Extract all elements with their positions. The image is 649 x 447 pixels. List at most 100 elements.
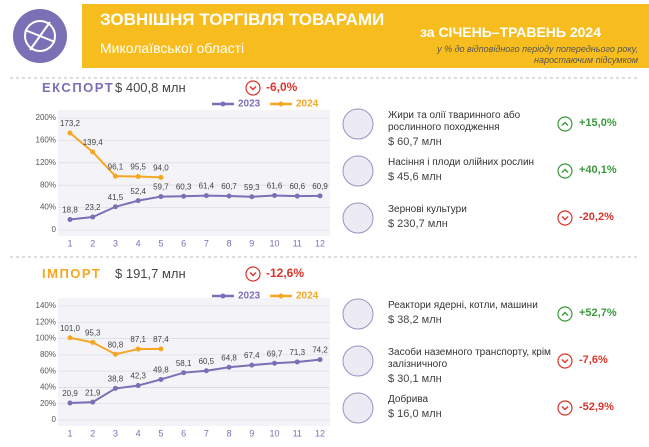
point bbox=[317, 193, 323, 199]
item-icon bbox=[342, 108, 374, 140]
point bbox=[135, 174, 141, 180]
trend-arrow bbox=[561, 121, 569, 126]
plot-bg bbox=[58, 110, 330, 236]
legend-dot bbox=[220, 293, 226, 299]
point bbox=[158, 194, 164, 200]
item-icon bbox=[342, 392, 374, 424]
value-label: 60,5 bbox=[199, 357, 215, 366]
item-name: Реактори ядерні, котли, машини bbox=[388, 300, 538, 311]
value-label: 96,1 bbox=[108, 162, 124, 171]
item-change: -20,2% bbox=[579, 211, 614, 223]
value-label: 41,5 bbox=[108, 193, 124, 202]
trend-arrow bbox=[561, 311, 569, 316]
trend-arrow bbox=[561, 216, 569, 221]
x-tick-label: 12 bbox=[315, 238, 325, 248]
trend-arrow bbox=[561, 168, 569, 173]
point bbox=[226, 364, 232, 370]
point bbox=[181, 193, 187, 199]
x-tick-label: 1 bbox=[67, 428, 72, 438]
x-tick-label: 4 bbox=[136, 428, 141, 438]
trend-icon bbox=[557, 116, 573, 132]
value-label: 49,8 bbox=[153, 366, 169, 375]
y-tick-label: 20% bbox=[40, 399, 56, 408]
trend-icon bbox=[557, 353, 573, 369]
value-label: 94,0 bbox=[153, 163, 169, 172]
item-change: -7,6% bbox=[579, 354, 608, 366]
point bbox=[249, 362, 255, 368]
y-tick-label: 0 bbox=[52, 225, 57, 234]
x-tick-label: 2 bbox=[90, 238, 95, 248]
value-label: 20,9 bbox=[62, 389, 78, 398]
item-name: Засоби наземного транспорту, крім залізн… bbox=[388, 347, 551, 370]
y-tick-label: 140% bbox=[36, 301, 56, 310]
item-amount: $ 230,7 млн bbox=[388, 218, 448, 230]
value-label: 74,2 bbox=[312, 346, 328, 355]
point bbox=[135, 198, 141, 204]
item-icon bbox=[342, 155, 374, 187]
value-label: 58,1 bbox=[176, 359, 192, 368]
value-label: 95,5 bbox=[130, 163, 146, 172]
point bbox=[67, 400, 73, 406]
point bbox=[112, 204, 118, 210]
point bbox=[203, 368, 209, 374]
x-tick-label: 3 bbox=[113, 238, 118, 248]
header-band bbox=[0, 4, 649, 68]
point bbox=[158, 376, 164, 382]
item-name: Насіння і плоди олійних рослин bbox=[388, 157, 535, 168]
x-tick-label: 6 bbox=[181, 238, 186, 248]
legend-label: 2023 bbox=[238, 291, 261, 302]
legend-dot bbox=[278, 293, 284, 299]
x-tick-label: 3 bbox=[113, 428, 118, 438]
point bbox=[135, 346, 141, 352]
value-label: 101,0 bbox=[60, 324, 81, 333]
item-name: Добрива bbox=[388, 394, 429, 405]
point bbox=[67, 130, 73, 136]
point bbox=[90, 149, 96, 155]
point bbox=[226, 193, 232, 199]
value-label: 23,2 bbox=[85, 203, 101, 212]
value-label: 80,8 bbox=[108, 340, 124, 349]
x-tick-label: 9 bbox=[249, 238, 254, 248]
legend-label: 2024 bbox=[296, 99, 319, 110]
point bbox=[67, 335, 73, 341]
section-label: ЕКСПОРТ bbox=[42, 80, 115, 95]
x-tick-label: 7 bbox=[204, 428, 209, 438]
y-tick-label: 200% bbox=[36, 113, 56, 122]
y-tick-label: 120% bbox=[36, 317, 56, 326]
value-label: 61,4 bbox=[199, 182, 215, 191]
section-total: $ 191,7 млн bbox=[115, 266, 186, 281]
section-label: ІМПОРТ bbox=[42, 266, 102, 281]
trend-icon bbox=[557, 210, 573, 226]
section-change: -6,0% bbox=[266, 80, 298, 94]
trend-arrow bbox=[561, 406, 569, 411]
point bbox=[158, 346, 164, 352]
trend-icon bbox=[557, 306, 573, 322]
item-icon bbox=[342, 298, 374, 330]
x-tick-label: 5 bbox=[158, 238, 163, 248]
point bbox=[272, 360, 278, 366]
point bbox=[181, 370, 187, 376]
item-amount: $ 38,2 млн bbox=[388, 314, 442, 326]
item-name: Жири та олії тваринного або рослинного п… bbox=[388, 110, 521, 133]
x-tick-label: 11 bbox=[293, 238, 302, 248]
x-tick-label: 5 bbox=[158, 428, 163, 438]
legend-dot bbox=[278, 101, 284, 107]
item-change: +52,7% bbox=[579, 307, 617, 319]
point bbox=[90, 339, 96, 345]
value-label: 42,3 bbox=[130, 372, 146, 381]
item-amount: $ 30,1 млн bbox=[388, 373, 442, 385]
item-icon bbox=[342, 202, 374, 234]
y-tick-label: 40% bbox=[40, 383, 56, 392]
value-label: 21,9 bbox=[85, 388, 101, 397]
value-label: 60,3 bbox=[176, 182, 192, 191]
y-tick-label: 100% bbox=[36, 334, 56, 343]
x-tick-label: 10 bbox=[270, 238, 280, 248]
x-tick-label: 12 bbox=[315, 428, 325, 438]
y-tick-label: 0 bbox=[52, 415, 57, 424]
subtitle: Миколаївської області bbox=[100, 40, 245, 56]
section-total: $ 400,8 млн bbox=[115, 80, 186, 95]
value-label: 59,3 bbox=[244, 183, 260, 192]
trend-icon bbox=[245, 266, 261, 282]
trend-icon bbox=[557, 163, 573, 179]
value-label: 60,6 bbox=[289, 182, 305, 191]
